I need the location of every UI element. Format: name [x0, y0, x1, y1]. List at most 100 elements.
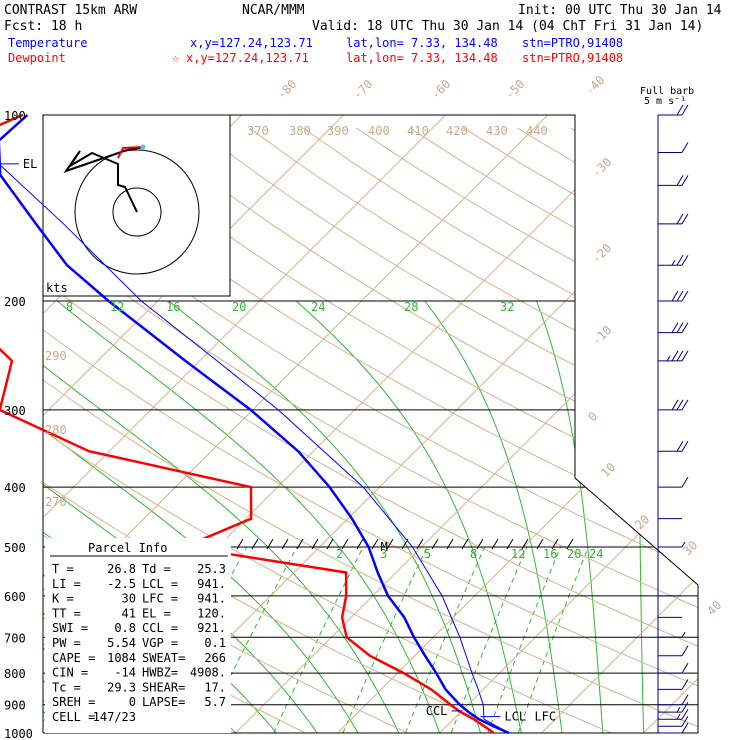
- pressure-tick-label: 900: [4, 699, 26, 713]
- isotherm-line: [43, 115, 344, 733]
- hatch-mark: [251, 538, 259, 550]
- wind-barb-flag: [671, 290, 679, 302]
- wind-barb-flag: [676, 104, 684, 116]
- moist-adiabat-label: 32: [500, 300, 514, 314]
- dewpoint-xy: x,y=127.24,123.71: [186, 51, 309, 65]
- moist-adiabat-line: [536, 300, 604, 733]
- wind-barb-flag: [681, 142, 689, 153]
- wind-barb-flag: [681, 213, 689, 225]
- dry-adiabat-line: [88, 127, 698, 733]
- theta-label: 420: [446, 124, 468, 138]
- parcel-info-cell: CCL =: [142, 621, 178, 635]
- model-title: CONTRAST 15km ARW: [4, 3, 137, 18]
- mixing-ratio-line: [517, 546, 589, 733]
- parcel-info-cell: Td =: [142, 562, 171, 576]
- isotherm-line: [439, 115, 698, 733]
- wind-barb-flag: [676, 399, 684, 411]
- wind-barb-flag: [681, 715, 689, 727]
- parcel-info-cell: 941.: [197, 592, 226, 606]
- moist-adiabat-label: 16: [166, 300, 180, 314]
- wind-barb-flag: [676, 175, 684, 186]
- pressure-tick-label: 500: [4, 541, 26, 555]
- pressure-tick-label: 700: [4, 631, 26, 645]
- wind-barb-flag: [681, 290, 689, 302]
- hatch-mark: [431, 538, 439, 550]
- parcel-info-cell: 0.1: [204, 636, 226, 650]
- parcel-info-cell: EL =: [142, 606, 171, 620]
- ccl-label: CCL: [426, 704, 448, 718]
- isotherm-label: -80: [274, 77, 299, 102]
- moist-adiabat-label: 20: [232, 300, 246, 314]
- theta-label: 400: [368, 124, 390, 138]
- dewpoint-star-icon: ☆: [172, 51, 179, 65]
- isotherm-label: -40: [582, 73, 607, 98]
- lfc-label: LFC: [534, 710, 556, 724]
- parcel-info-cell: 17.: [204, 680, 226, 694]
- isotherm-label: 40: [704, 598, 724, 618]
- wind-barb-flag: [681, 645, 689, 657]
- hatch-mark: [371, 538, 379, 550]
- parcel-info-cell: 29.3: [107, 680, 136, 694]
- pressure-tick-label: 800: [4, 667, 26, 681]
- mixing-ratio-label: 5: [424, 547, 431, 561]
- theta-label: 270: [45, 495, 67, 509]
- dewpoint-legend-label: Dewpoint: [8, 51, 66, 65]
- wind-barb-flag: [671, 322, 679, 333]
- hatch-mark: [236, 538, 244, 550]
- wind-barb-flag: [681, 440, 689, 452]
- isotherm-line: [541, 115, 698, 733]
- isotherm-line: [43, 115, 446, 733]
- isotherm-label: -10: [589, 323, 614, 348]
- mixing-ratio-label: 16: [543, 547, 557, 561]
- hodograph-units-label: kts: [46, 281, 68, 295]
- parcel-info-cell: 5.7: [204, 695, 226, 709]
- parcel-info-cell: Tc =: [52, 680, 81, 694]
- center-title: NCAR/MMM: [242, 3, 305, 18]
- valid-time: Valid: 18 UTC Thu 30 Jan 14 (04 ChT Fri …: [312, 19, 703, 34]
- parcel-info-cell: 4908.: [190, 666, 226, 680]
- parcel-info-cell: 0: [129, 695, 136, 709]
- moist-adiabat-label: 28: [404, 300, 418, 314]
- dry-adiabat-line: [43, 127, 698, 733]
- parcel-info-cell: SWI =: [52, 621, 88, 635]
- parcel-info-background: [45, 538, 231, 733]
- parcel-info-cell: LFC =: [142, 592, 178, 606]
- parcel-info-cell: TT =: [52, 606, 81, 620]
- dry-adiabat-line: [43, 127, 698, 733]
- dewpoint-station: stn=PTRO,91408: [522, 51, 623, 65]
- parcel-info-title: Parcel Info: [88, 541, 167, 555]
- parcel-info-cell: LI =: [52, 577, 81, 591]
- pressure-tick-label: 1000: [4, 727, 33, 740]
- parcel-info-cell: CIN =: [52, 666, 88, 680]
- isotherm-line: [235, 115, 698, 733]
- moist-adiabat-line: [295, 300, 522, 733]
- dry-adiabat-line: [43, 127, 643, 733]
- parcel-info-cell: LAPSE=: [142, 695, 185, 709]
- hatch-mark: [461, 538, 469, 550]
- dry-adiabat-line: [43, 127, 698, 733]
- mixing-ratio-line: [404, 546, 486, 733]
- hatch-mark: [566, 538, 574, 550]
- wind-barb-flag: [681, 322, 689, 333]
- mixing-ratio-label: 8: [470, 547, 477, 561]
- mixing-ratio-line: [273, 546, 364, 733]
- dry-adiabat-line: [463, 127, 698, 733]
- temperature-station: stn=PTRO,91408: [522, 36, 623, 50]
- parcel-info-cell: PW =: [52, 636, 81, 650]
- wind-barb-flag: [681, 104, 689, 116]
- temperature-trace: [0, 114, 510, 735]
- barb-legend-line1: Full barb: [640, 86, 694, 97]
- hatch-mark: [536, 538, 544, 550]
- moist-adiabat-label: 12: [110, 300, 124, 314]
- pressure-tick-label: 100: [4, 109, 26, 123]
- wind-barb-flag: [681, 722, 689, 734]
- wind-barb-flag: [681, 399, 689, 411]
- hodograph-ring: [112, 187, 162, 237]
- hatch-mark: [326, 538, 334, 550]
- parcel-info-cell: 120.: [197, 606, 226, 620]
- hatch-mark: [521, 538, 529, 550]
- theta-label: 440: [526, 124, 548, 138]
- wind-barb-flag: [681, 350, 689, 362]
- pressure-tick-label: 200: [4, 295, 26, 309]
